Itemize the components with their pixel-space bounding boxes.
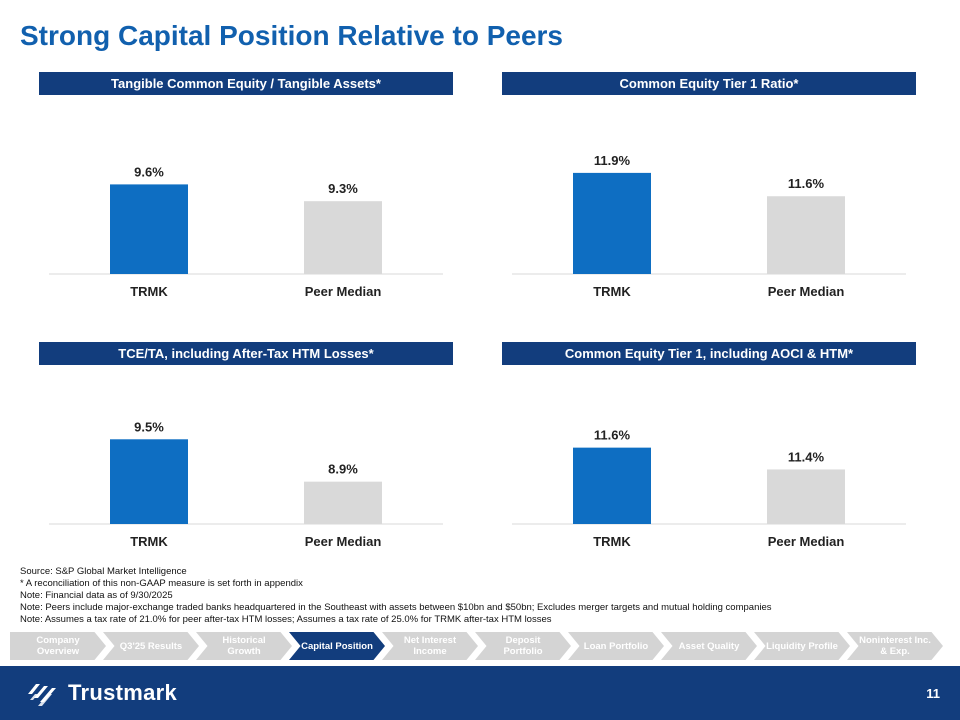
chart-panel-tce-ta: Tangible Common Equity / Tangible Assets… — [39, 72, 453, 312]
note-source: Source: S&P Global Market Intelligence — [20, 566, 187, 577]
chart-title: Tangible Common Equity / Tangible Assets… — [39, 72, 453, 95]
data-label: 9.3% — [328, 181, 358, 196]
chart-panel-cet1: Common Equity Tier 1 Ratio* 11.9% TRMK 11.… — [502, 72, 916, 312]
category-label: Peer Median — [305, 284, 382, 299]
logo-text: Trustmark — [68, 680, 178, 705]
data-label: 11.6% — [788, 176, 825, 191]
data-label: 11.4% — [788, 449, 825, 464]
page-title: Strong Capital Position Relative to Peer… — [20, 20, 564, 51]
chart-title: TCE/TA, including After-Tax HTM Losses* — [39, 342, 453, 365]
nav-liquidity-profile[interactable]: Liquidity Profile — [754, 632, 850, 660]
bar-trmk — [573, 447, 651, 524]
nav-q3-results[interactable]: Q3'25 Results — [103, 632, 199, 660]
chart-title: Common Equity Tier 1, including AOCI & H… — [502, 342, 916, 365]
chart-svg: 9.6% TRMK 9.3% Peer Median — [49, 164, 443, 299]
data-label: 11.6% — [594, 428, 631, 443]
note-peers: Note: Peers include major-exchange trade… — [20, 602, 772, 613]
chart-panel-cet1-aoci: Common Equity Tier 1, including AOCI & H… — [502, 342, 916, 582]
note-data-date: Note: Financial data as of 9/30/2025 — [20, 590, 173, 601]
section-nav: Company Overview Q3'25 Results Historica… — [10, 632, 948, 660]
trustmark-logo[interactable]: Trustmark — [26, 678, 177, 708]
note-tax-rate: Note: Assumes a tax rate of 21.0% for pe… — [20, 614, 552, 625]
nav-deposit-portfolio[interactable]: Deposit Portfolio — [475, 632, 571, 660]
chart-title: Common Equity Tier 1 Ratio* — [502, 72, 916, 95]
chart-svg: 11.9% TRMK 11.6% Peer Median — [512, 153, 906, 299]
bar-peer-median — [304, 201, 382, 274]
page-number: 11 — [926, 686, 940, 701]
nav-loan-portfolio[interactable]: Loan Portfolio — [568, 632, 664, 660]
nav-historical-growth[interactable]: Historical Growth — [196, 632, 292, 660]
category-label: TRMK — [593, 534, 631, 549]
category-label: Peer Median — [768, 284, 845, 299]
bar-trmk — [110, 439, 188, 524]
nav-asset-quality[interactable]: Asset Quality — [661, 632, 757, 660]
data-label: 8.9% — [328, 462, 358, 477]
data-label: 9.5% — [134, 419, 164, 434]
bar-peer-median — [767, 469, 845, 524]
nav-noninterest-inc-exp[interactable]: Noninterest Inc. & Exp. — [847, 632, 943, 660]
note-reconciliation: * A reconciliation of this non-GAAP meas… — [20, 578, 303, 589]
category-label: Peer Median — [768, 534, 845, 549]
category-label: Peer Median — [305, 534, 382, 549]
data-label: 9.6% — [134, 164, 164, 179]
footnotes: Source: S&P Global Market Intelligence *… — [20, 566, 940, 626]
bar-trmk — [573, 172, 651, 274]
trustmark-logo-icon — [28, 684, 56, 706]
chart-panel-tce-ta-htm: TCE/TA, including After-Tax HTM Losses* … — [39, 342, 453, 582]
bar-peer-median — [304, 481, 382, 524]
bar-peer-median — [767, 196, 845, 274]
nav-net-interest-income[interactable]: Net Interest Income — [382, 632, 478, 660]
chart-svg: 11.6% TRMK 11.4% Peer Median — [512, 428, 906, 549]
category-label: TRMK — [130, 534, 168, 549]
data-label: 11.9% — [594, 153, 631, 168]
bar-trmk — [110, 184, 188, 274]
category-label: TRMK — [130, 284, 168, 299]
nav-capital-position[interactable]: Capital Position — [289, 632, 385, 660]
chart-svg: 9.5% TRMK 8.9% Peer Median — [49, 419, 443, 549]
nav-company-overview[interactable]: Company Overview — [10, 632, 106, 660]
category-label: TRMK — [593, 284, 631, 299]
footer-bar: Trustmark 11 — [0, 666, 960, 720]
